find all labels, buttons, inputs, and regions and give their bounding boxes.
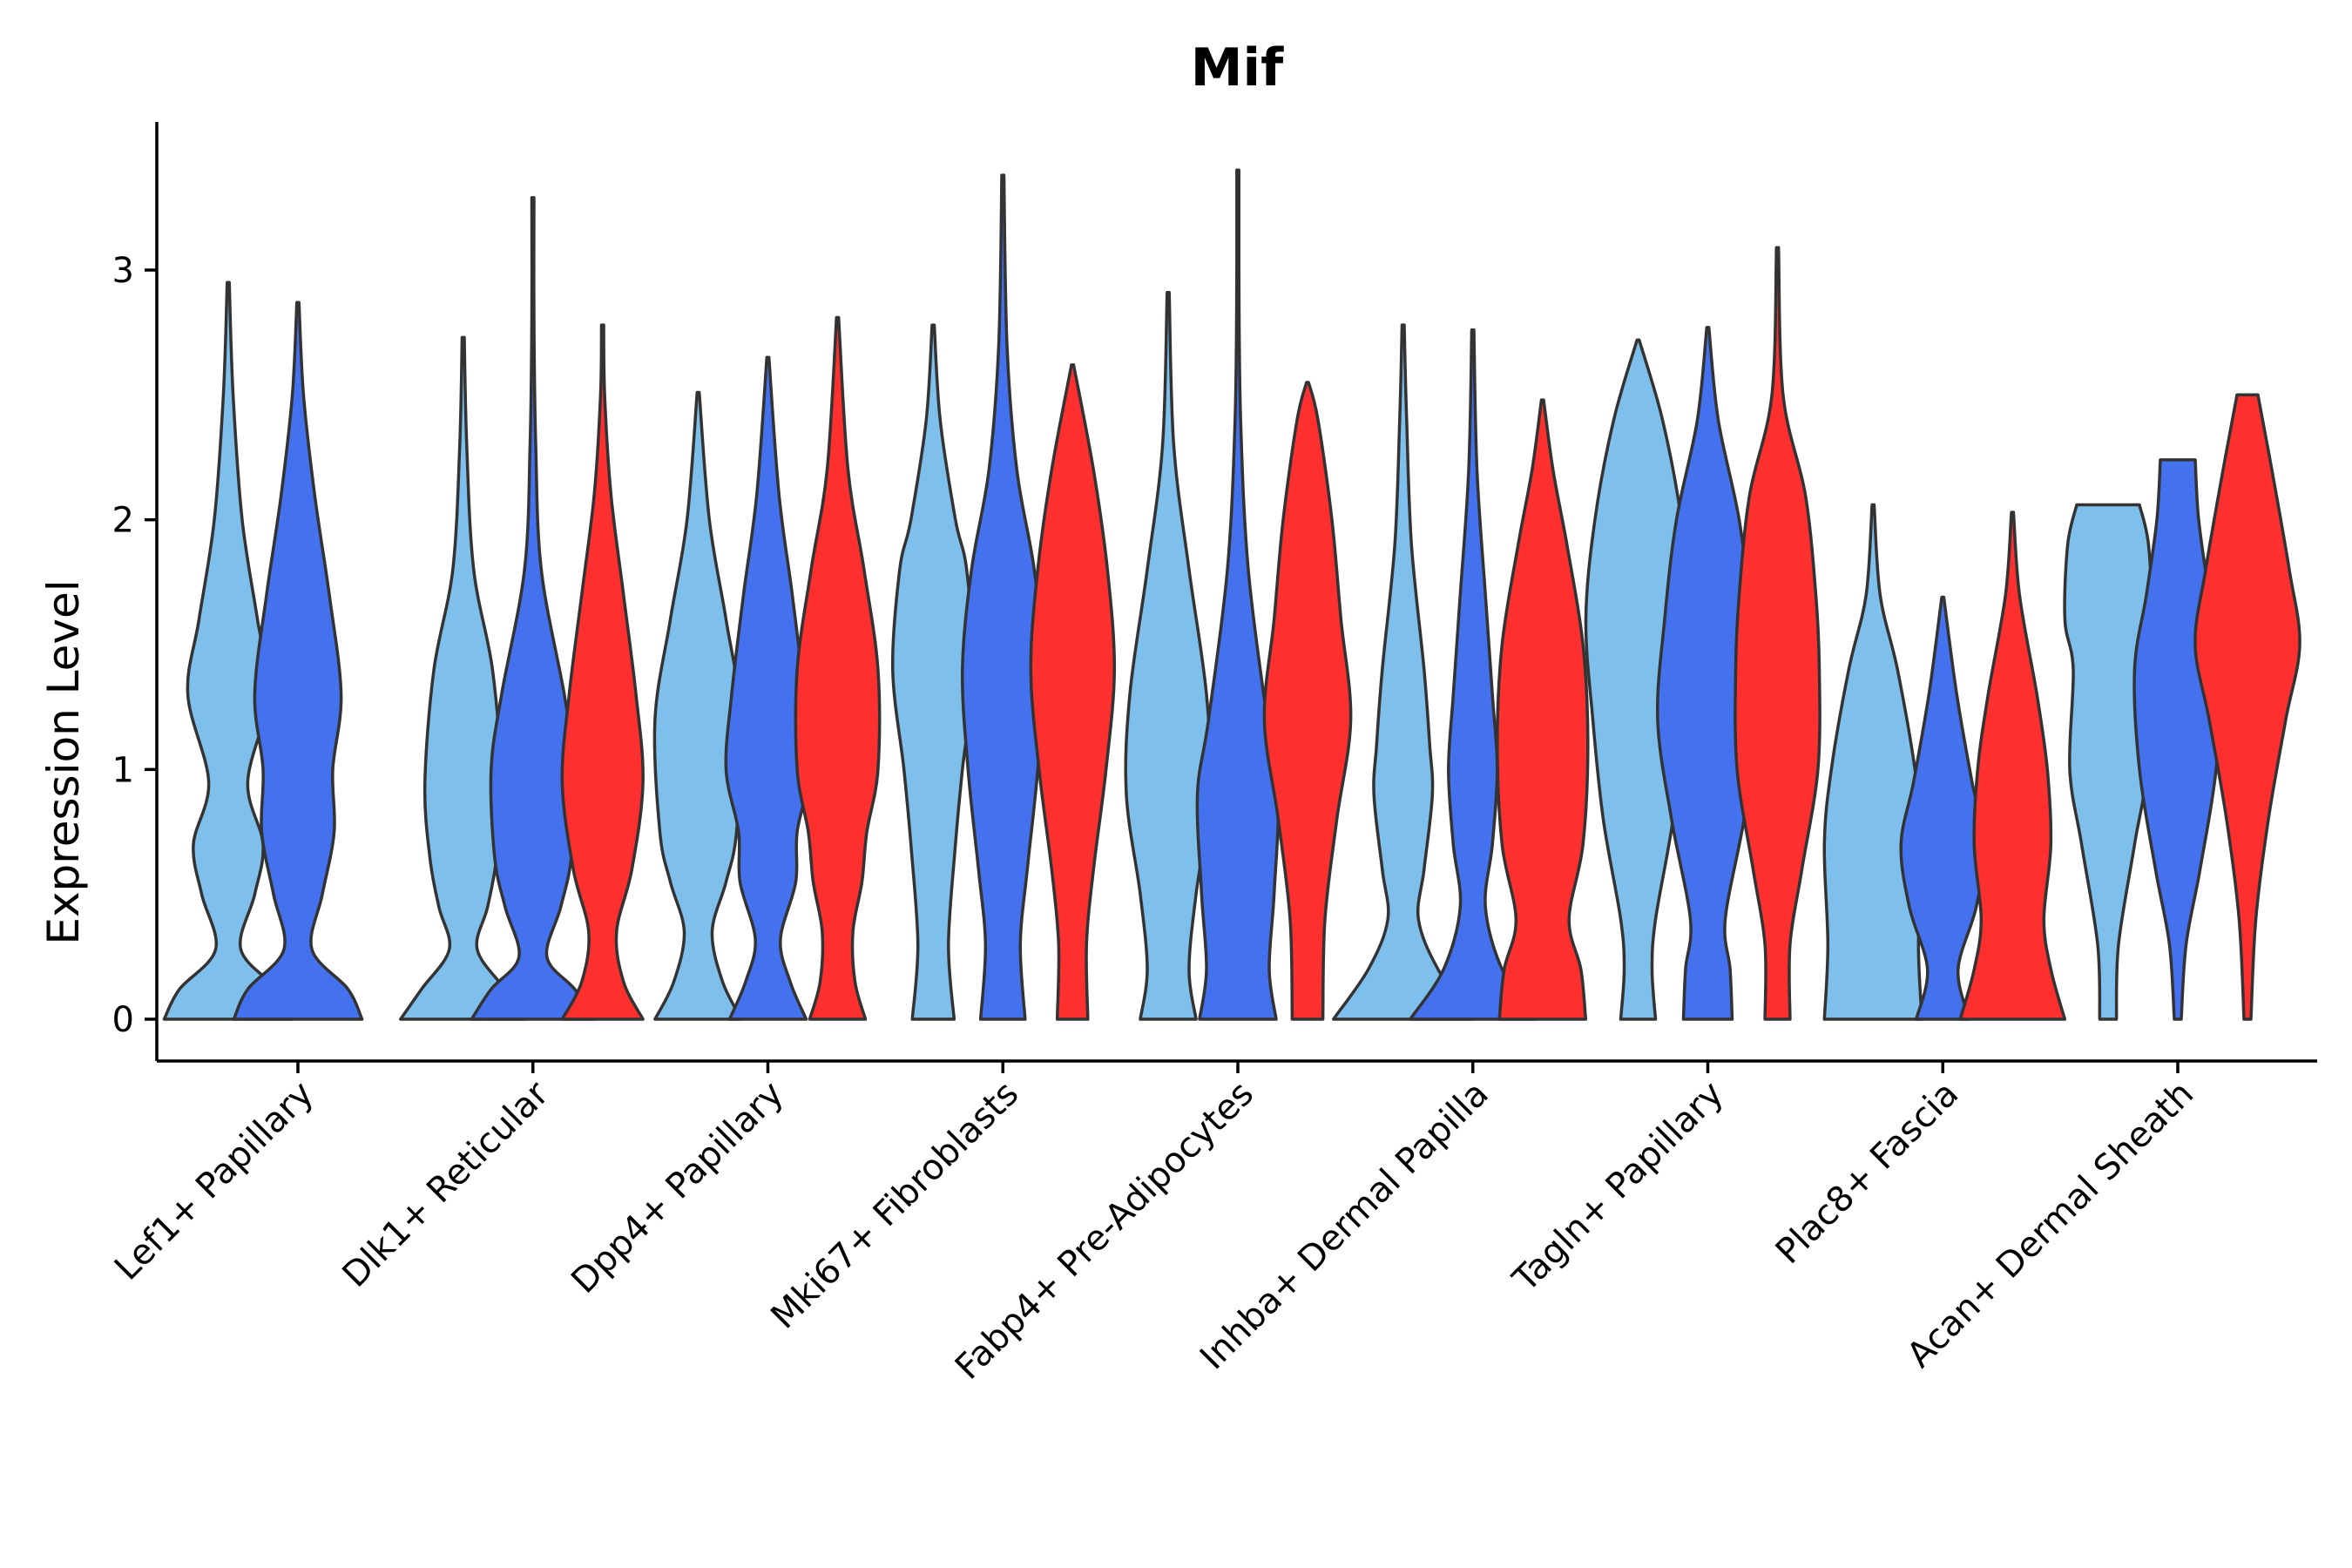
x-tick-label: Dlk1+ Reticular bbox=[335, 1073, 558, 1295]
y-tick-label: 3 bbox=[112, 251, 134, 291]
y-tick-label: 1 bbox=[112, 750, 134, 790]
violin-3-2 bbox=[1029, 363, 1117, 1021]
violin-7-1 bbox=[1899, 595, 1987, 1021]
violin-2-0 bbox=[652, 390, 744, 1021]
violin-6-2 bbox=[1734, 246, 1821, 1021]
violins-layer bbox=[162, 168, 2301, 1021]
violin-8-2 bbox=[2193, 393, 2301, 1021]
x-tick-label: Lef1+ Papillary bbox=[107, 1074, 321, 1288]
violin-4-2 bbox=[1262, 381, 1353, 1021]
violin-5-0 bbox=[1332, 323, 1475, 1021]
violin-2-2 bbox=[794, 315, 882, 1021]
violin-0-0 bbox=[162, 280, 294, 1021]
x-tick-label: Plac8+ Fascia bbox=[1768, 1074, 1967, 1273]
violin-8-0 bbox=[2063, 503, 2153, 1021]
violin-1-2 bbox=[560, 323, 645, 1021]
violin-5-1 bbox=[1409, 328, 1538, 1021]
violin-4-0 bbox=[1124, 291, 1213, 1021]
violin-0-1 bbox=[232, 301, 364, 1021]
x-tick-label: Dpp4+ Papillary bbox=[564, 1074, 791, 1301]
y-tick-label: 2 bbox=[112, 501, 134, 541]
violin-3-1 bbox=[960, 173, 1045, 1021]
violin-2-1 bbox=[724, 355, 812, 1021]
violin-7-0 bbox=[1822, 503, 1924, 1021]
violin-5-2 bbox=[1496, 398, 1590, 1021]
violin-7-2 bbox=[1958, 510, 2067, 1021]
violin-4-1 bbox=[1195, 168, 1281, 1021]
y-tick-label: 0 bbox=[112, 1000, 134, 1040]
violin-3-0 bbox=[890, 323, 976, 1021]
x-tick-label: Tagln+ Papillary bbox=[1505, 1074, 1732, 1301]
y-axis-label: Expression Level bbox=[38, 579, 89, 944]
chart-title: Mif bbox=[1191, 37, 1284, 98]
x-tick-label: Mki67+ Fibroblasts bbox=[763, 1074, 1026, 1337]
